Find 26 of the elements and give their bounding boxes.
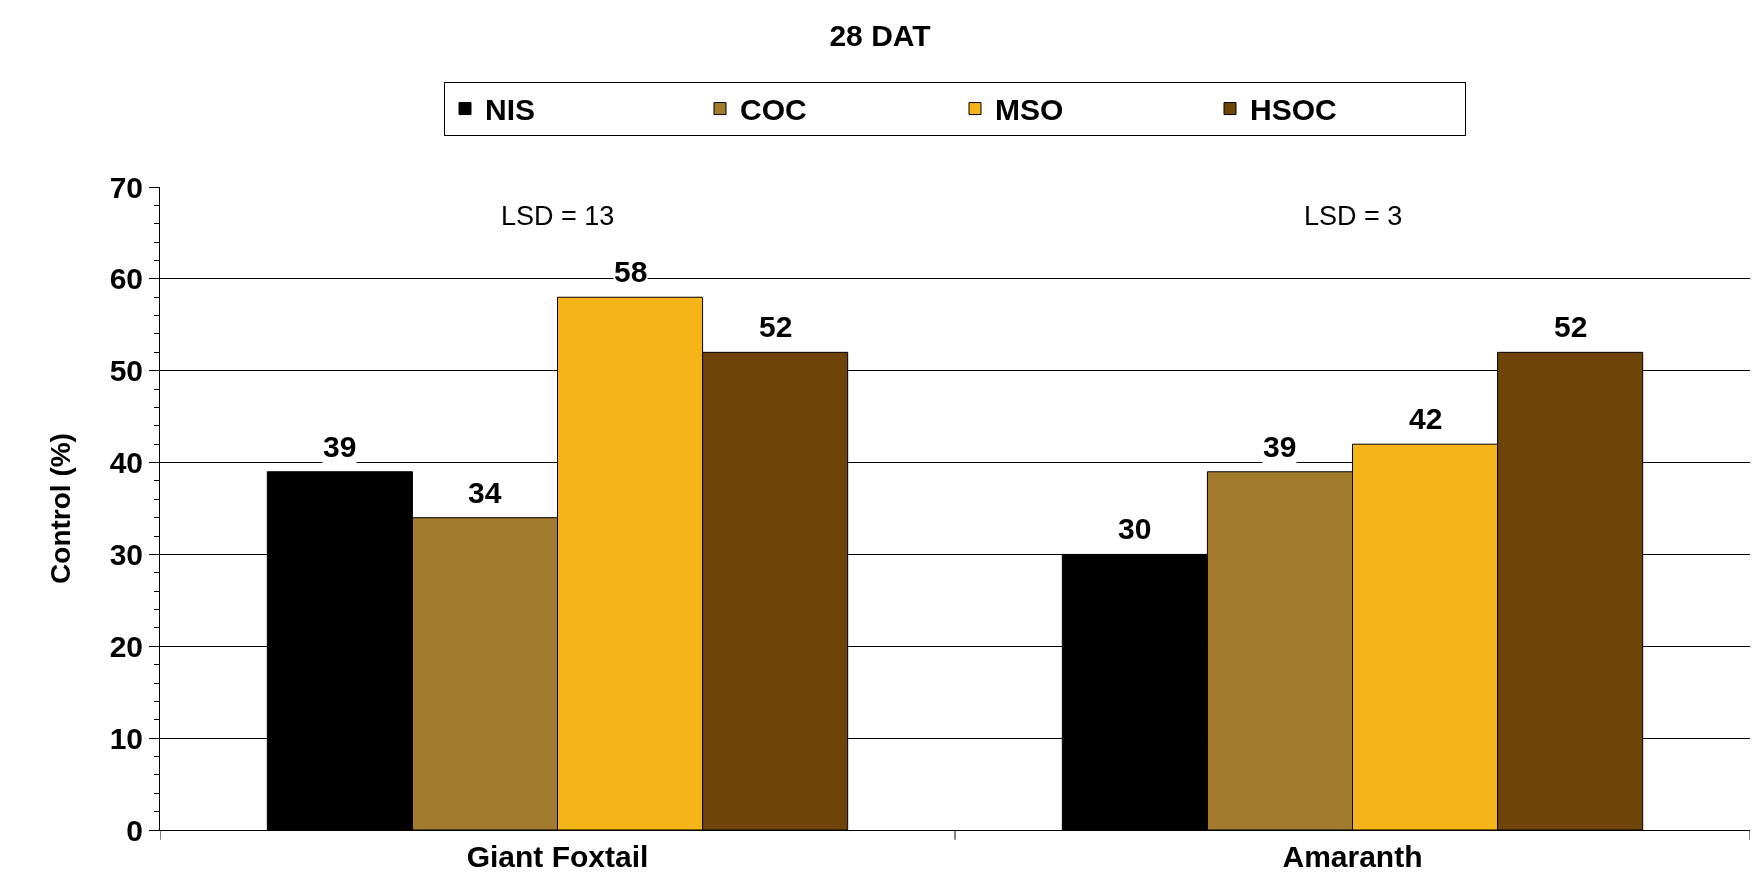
y-tick-label: 0 (126, 813, 143, 847)
x-tick-label: Amaranth (1282, 840, 1423, 873)
legend-label: HSOC (1250, 93, 1337, 127)
data-label: 52 (1554, 310, 1588, 343)
annotation: LSD = 13 (501, 201, 615, 231)
y-tick-label: 70 (109, 170, 143, 204)
y-axis-title: Control (%) (45, 433, 77, 584)
y-tick-label: 20 (109, 629, 143, 663)
y-tick-label: 10 (109, 721, 143, 755)
data-label: 52 (759, 310, 793, 343)
data-label: 34 (468, 476, 502, 509)
legend-label: COC (740, 93, 807, 127)
legend-label: NIS (485, 93, 536, 127)
annotation: LSD = 3 (1304, 201, 1403, 231)
data-label: 58 (614, 255, 648, 288)
data-label: 42 (1409, 402, 1443, 435)
data-label: 39 (323, 430, 357, 463)
x-tick-label: Giant Foxtail (466, 840, 649, 873)
data-label: 39 (1263, 430, 1297, 463)
chart-title: 28 DAT (829, 18, 931, 52)
y-tick-label: 50 (109, 354, 143, 388)
y-tick-label: 40 (109, 446, 143, 480)
y-tick-label: 30 (109, 537, 143, 571)
legend-label: MSO (995, 93, 1064, 127)
data-label: 30 (1118, 512, 1152, 545)
y-tick-label: 60 (109, 262, 143, 296)
